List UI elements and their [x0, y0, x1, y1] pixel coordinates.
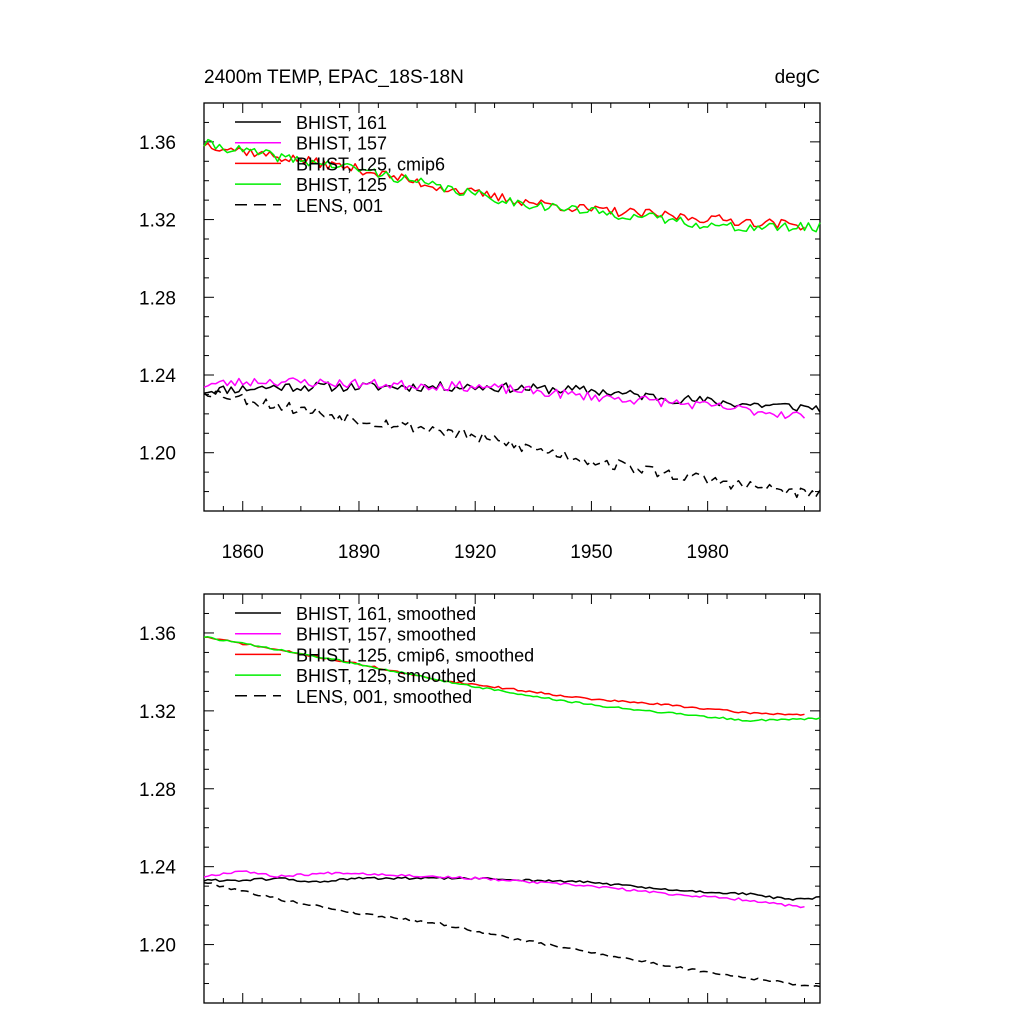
- x-tick-label: 1860: [222, 542, 264, 563]
- legend-label: LENS, 001, smoothed: [296, 687, 472, 707]
- y-tick-label: 1.28: [139, 780, 176, 801]
- y-tick-label: 1.36: [139, 133, 176, 154]
- series-line: [203, 882, 821, 988]
- legend-label: BHIST, 161, smoothed: [296, 604, 476, 624]
- series-line: [203, 377, 806, 420]
- legend-label: BHIST, 157: [296, 134, 387, 154]
- x-tick-label: 1950: [570, 542, 612, 563]
- bottom-panel: 1.20 1.24 1.28 1.32 1.36 BHIST, 161, smoothed…: [139, 593, 821, 1004]
- top-panel: 1860 1890 1920 1950 1980 1.20 1.24 1.28 1.32 1.36…: [139, 102, 821, 563]
- x-tick-label: 1890: [338, 542, 380, 563]
- legend-label: BHIST, 125, smoothed: [296, 666, 476, 686]
- legend-label: BHIST, 125, cmip6: [296, 154, 445, 174]
- y-tick-label: 1.32: [139, 211, 176, 232]
- legend-label: BHIST, 125, cmip6, smoothed: [296, 645, 534, 665]
- plot-frame: [203, 102, 821, 512]
- y-tick-label: 1.20: [139, 936, 176, 957]
- y-tick-label: 1.36: [139, 624, 176, 645]
- series-line: [203, 381, 821, 413]
- chart-title: 2400m TEMP, EPAC_18S-18N: [204, 67, 464, 88]
- series-line: [203, 636, 821, 722]
- series-line: [203, 138, 821, 233]
- series-line: [203, 870, 805, 909]
- legend-label: BHIST, 161: [296, 113, 387, 133]
- y-tick-label: 1.20: [139, 444, 176, 465]
- x-tick-label: 1920: [454, 542, 496, 563]
- legend-label: LENS, 001: [296, 196, 383, 216]
- y-tick-label: 1.24: [139, 858, 176, 879]
- y-tick-label: 1.32: [139, 702, 176, 723]
- y-tick-label: 1.28: [139, 288, 176, 309]
- x-tick-label: 1980: [687, 542, 729, 563]
- series-line: [203, 142, 805, 231]
- legend-label: BHIST, 125: [296, 175, 387, 195]
- plot-frame: [203, 593, 821, 1004]
- legend-label: BHIST, 157, smoothed: [296, 625, 476, 645]
- series-line: [203, 390, 821, 499]
- units-label: degC: [775, 67, 820, 88]
- y-tick-label: 1.24: [139, 366, 176, 387]
